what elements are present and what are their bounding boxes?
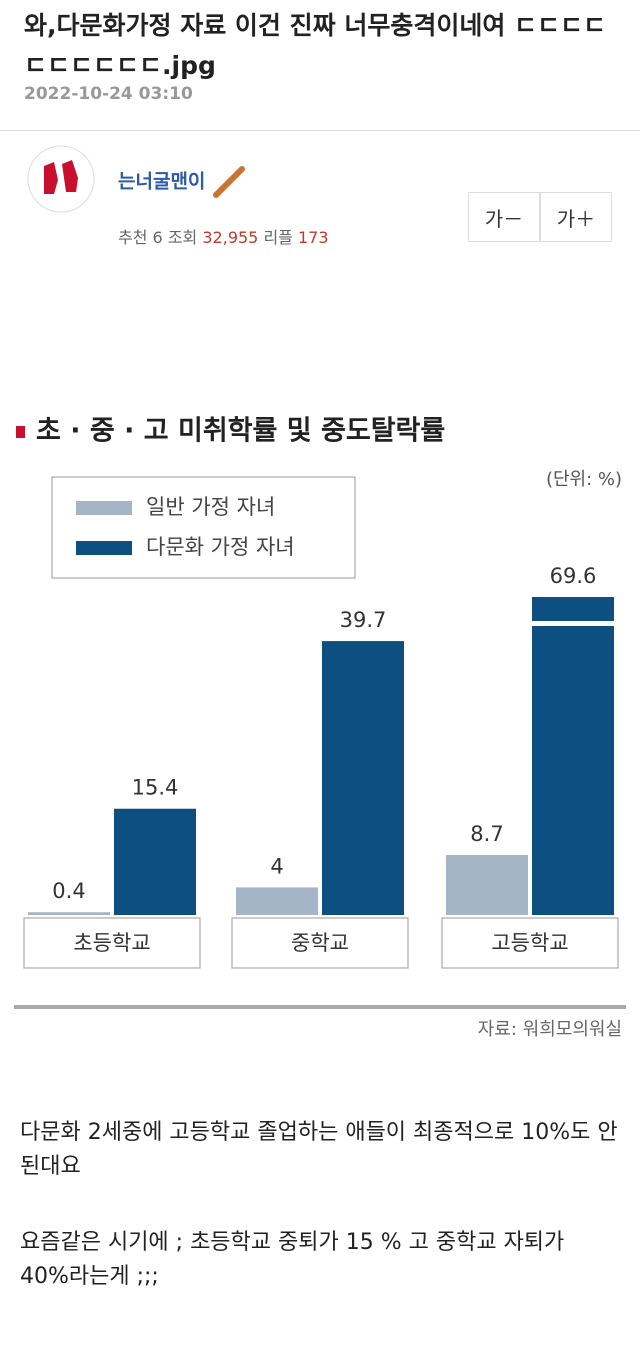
category-box	[231, 917, 409, 969]
font-decrease[interactable]: 가－	[468, 192, 540, 242]
bar	[236, 887, 318, 915]
bar	[532, 597, 614, 915]
bar	[322, 641, 404, 915]
stat-label: 리플	[263, 228, 293, 247]
post-body: 다문화 2세중에 고등학교 졸업하는 애들이 최종적으로 10%도 안된대요 요…	[20, 1116, 620, 1336]
data-label: 15.4	[132, 776, 179, 800]
avatar	[27, 145, 95, 213]
bar	[28, 912, 110, 915]
chart-title: 초 · 중 · 고 미취학률 및 중도탈락률	[36, 416, 445, 447]
stat-value: 32,955	[202, 228, 259, 247]
font-buttons: 가－ 가＋	[468, 192, 612, 242]
data-label: 4	[270, 854, 283, 878]
source-label: 자료: 워희모의워실	[478, 1019, 622, 1040]
paragraph: 다문화 2세중에 고등학교 졸업하는 애들이 최종적으로 10%도 안된대요	[20, 1120, 618, 1179]
legend-swatch	[76, 541, 132, 555]
stat-value: 173	[298, 228, 329, 247]
stat-label: 추천	[118, 228, 148, 247]
paragraph: 요즘같은 시기에 ; 초등학교 중퇴가 15 % 고 중학교 자퇴가 40%라는…	[20, 1230, 565, 1289]
post-stats: 추천 6 조회 32,955 리플 173	[118, 224, 329, 248]
stat-label: 조회	[167, 228, 198, 247]
post-date: 2022-10-24 03:10	[24, 84, 193, 104]
chart: 초 · 중 · 고 미취학률 및 중도탈락률 (단위: %) 자료: 워희모의워…	[14, 416, 626, 1040]
bar	[446, 854, 528, 915]
axis-break	[530, 621, 616, 626]
data-label: 0.4	[52, 879, 85, 903]
divider	[0, 130, 640, 131]
legend-label: 일반 가정 자녀	[146, 495, 275, 519]
category-box	[23, 917, 201, 969]
badge-icon	[213, 166, 246, 198]
x-tick-label: 고등학교	[491, 931, 568, 955]
legend-box	[51, 476, 356, 579]
data-label: 39.7	[340, 608, 387, 632]
x-tick-label: 중학교	[291, 931, 349, 955]
x-tick-label: 초등학교	[73, 931, 150, 955]
data-label: 8.7	[470, 822, 503, 846]
author-name-text[interactable]: 는너굴맨이	[118, 170, 206, 193]
font-increase[interactable]: 가＋	[540, 192, 612, 242]
data-label: 69.6	[550, 564, 597, 588]
unit-label: (단위: %)	[546, 469, 622, 490]
legend-swatch	[76, 501, 132, 515]
title-marker	[16, 426, 25, 438]
legend-label: 다문화 가정 자녀	[146, 535, 295, 559]
stat-value: 6	[152, 228, 163, 247]
post-title: 와,다문화가정 자료 이건 진짜 너무충격이네여 ㄷㄷㄷㄷㄷㄷㄷㄷㄷㄷ.jpg	[24, 11, 607, 80]
bar	[114, 808, 196, 915]
category-box	[441, 917, 619, 969]
author-name[interactable]: 는너굴맨이	[118, 165, 246, 199]
